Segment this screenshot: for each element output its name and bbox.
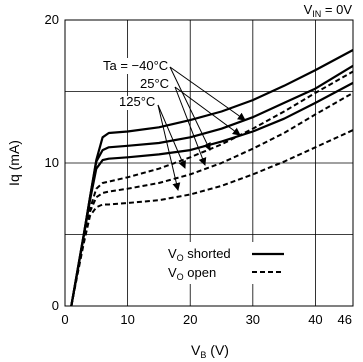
condition-main: V (304, 2, 313, 17)
legend-label-open: VO open (168, 265, 216, 282)
x-axis-label-sub: B (200, 350, 206, 360)
x-tick-label: 0 (61, 312, 68, 327)
x-axis-label-unit: (V) (206, 342, 229, 358)
legend-background (165, 242, 288, 284)
x-axis-label-main: V (191, 342, 201, 358)
temp-label-minus40: Ta = −40°C (103, 58, 168, 73)
temp-label-125: 125°C (119, 94, 155, 109)
data-series (70, 49, 354, 307)
condition-label: VIN = 0V (304, 2, 353, 19)
y-tick-label: 0 (52, 298, 59, 313)
x-tick-labels: 0 10 20 30 40 46 (61, 312, 352, 327)
arrow-125-shorted (157, 104, 186, 169)
x-axis-label: VB (V) (191, 342, 229, 360)
legend-open-main: V (168, 265, 177, 280)
condition-sub: IN (312, 9, 321, 19)
condition-value: = 0V (321, 2, 352, 17)
x-tick-label: 40 (308, 312, 322, 327)
legend-shorted-text: shorted (184, 246, 231, 261)
arrow-25-open (174, 86, 207, 166)
arrow-minus40-shorted (169, 66, 246, 121)
legend: VO shorted VO open (165, 242, 288, 284)
legend-shorted-sub: O (177, 253, 184, 263)
y-tick-labels: 0 10 20 (45, 12, 59, 313)
legend-open-text: open (184, 265, 217, 280)
x-tick-label: 30 (246, 312, 260, 327)
x-tick-label: 20 (183, 312, 197, 327)
series-line-dashed (70, 129, 354, 307)
x-tick-label: 10 (120, 312, 134, 327)
arrow-125-open (157, 104, 181, 191)
temp-label-bg (138, 77, 173, 91)
y-tick-label: 10 (45, 155, 59, 170)
temp-label-bg (100, 58, 160, 74)
series-line-dashed (70, 70, 354, 307)
temp-label-bg (117, 96, 157, 110)
y-axis-label: Iq (mA) (6, 140, 22, 186)
temp-label-25: 25°C (140, 76, 169, 91)
y-tick-label: 20 (45, 12, 59, 27)
arrow-25-shorted (174, 86, 241, 136)
legend-shorted-main: V (168, 246, 177, 261)
arrow-minus40-open (169, 66, 211, 151)
series-line-solid (70, 81, 354, 307)
annotation-arrows (157, 66, 246, 191)
x-tick-label: 46 (338, 312, 352, 327)
legend-label-shorted: VO shorted (168, 246, 231, 263)
legend-open-sub: O (177, 272, 184, 282)
